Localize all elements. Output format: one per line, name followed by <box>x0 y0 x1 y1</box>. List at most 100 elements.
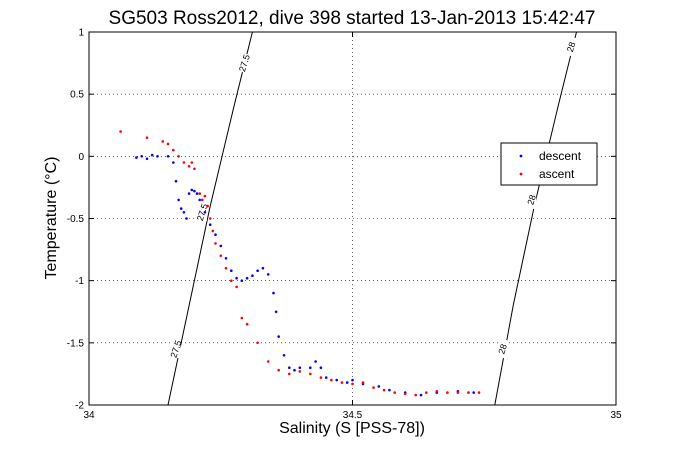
y-axis-label: Temperature (°C) <box>43 157 60 280</box>
x-axis-label: Salinity (S [PSS-78]) <box>279 420 425 437</box>
point-ascent <box>161 140 165 143</box>
point-descent <box>282 354 286 357</box>
point-descent <box>166 155 170 158</box>
point-ascent <box>166 142 170 146</box>
legend-marker-descent <box>519 154 523 158</box>
point-descent <box>174 179 178 183</box>
point-ascent <box>182 161 186 164</box>
point-descent <box>377 385 381 388</box>
contour-label-bg <box>197 203 207 222</box>
point-ascent <box>219 254 223 258</box>
point-descent <box>179 207 183 210</box>
point-ascent <box>425 391 428 394</box>
point-ascent <box>145 136 149 139</box>
point-ascent <box>288 372 291 376</box>
point-ascent <box>230 279 233 283</box>
point-descent <box>388 388 391 392</box>
legend-marker-ascent <box>519 172 523 176</box>
point-descent <box>266 273 270 276</box>
x-tick-label: 34 <box>83 410 95 421</box>
point-ascent <box>277 368 281 372</box>
point-descent <box>309 366 312 370</box>
contour-label-bg <box>239 54 249 73</box>
data-series <box>119 130 481 397</box>
y-tick-label: -1.5 <box>67 338 85 349</box>
contour-label-bg <box>566 37 576 56</box>
point-ascent <box>201 198 204 202</box>
point-ascent <box>372 386 375 389</box>
contour-label-bg <box>498 340 508 359</box>
point-descent <box>195 192 199 195</box>
point-ascent <box>435 390 439 393</box>
point-descent <box>277 335 281 338</box>
point-descent <box>156 155 159 158</box>
point-ascent <box>172 148 175 152</box>
point-ascent <box>193 167 196 171</box>
point-descent <box>230 269 233 273</box>
point-descent <box>235 276 238 280</box>
point-ascent <box>203 194 207 198</box>
point-descent <box>419 393 423 397</box>
point-ascent <box>256 341 259 345</box>
point-ascent <box>414 393 418 397</box>
point-descent <box>293 368 296 372</box>
point-ascent <box>119 130 122 133</box>
point-descent <box>274 310 278 314</box>
point-descent <box>135 156 138 159</box>
point-descent <box>245 276 249 280</box>
point-ascent <box>319 376 323 379</box>
y-tick-label: 1 <box>78 28 84 39</box>
point-ascent <box>240 316 244 320</box>
point-descent <box>150 153 154 157</box>
point-ascent <box>198 192 201 195</box>
point-descent <box>324 376 328 379</box>
y-tick-label: -2 <box>75 401 84 412</box>
point-ascent <box>309 372 312 376</box>
point-descent <box>214 233 217 236</box>
point-ascent <box>245 322 249 326</box>
contour-label: 28 <box>525 194 538 207</box>
point-ascent <box>477 391 481 394</box>
point-descent <box>319 366 323 370</box>
point-descent <box>185 217 188 220</box>
plot-area <box>89 32 616 405</box>
y-tick-label: 0 <box>78 152 84 163</box>
point-descent <box>298 366 302 370</box>
point-descent <box>219 244 223 248</box>
y-tick-label: -0.5 <box>67 214 85 225</box>
point-ascent <box>330 378 333 382</box>
point-ascent <box>361 381 365 384</box>
point-ascent <box>382 388 386 392</box>
point-descent <box>140 155 143 158</box>
point-ascent <box>214 242 217 245</box>
point-ascent <box>190 161 194 164</box>
point-ascent <box>456 391 460 394</box>
point-descent <box>256 269 259 273</box>
contour-label: 28 <box>565 41 578 54</box>
x-tick-label: 35 <box>610 410 622 421</box>
point-descent <box>198 198 201 202</box>
y-tick-label: 0.5 <box>70 90 84 101</box>
point-descent <box>203 211 207 214</box>
contour-line <box>167 31 253 406</box>
point-ascent <box>187 165 191 168</box>
x-tick-label: 34.5 <box>343 410 363 421</box>
point-ascent <box>206 204 209 208</box>
point-ascent <box>298 370 302 373</box>
point-ascent <box>211 229 215 233</box>
point-ascent <box>235 285 238 289</box>
contour-label: 28 <box>496 343 509 356</box>
contour-label-bg <box>171 340 181 359</box>
point-ascent <box>403 392 407 396</box>
point-descent <box>208 223 212 226</box>
point-descent <box>335 378 339 382</box>
chart-title: SG503 Ross2012, dive 398 started 13-Jan-… <box>109 8 596 29</box>
point-descent <box>345 381 349 384</box>
point-descent <box>182 211 186 214</box>
point-ascent <box>208 217 212 220</box>
point-ascent <box>177 155 180 158</box>
contour-label-bg <box>527 190 537 209</box>
point-descent <box>272 291 275 295</box>
